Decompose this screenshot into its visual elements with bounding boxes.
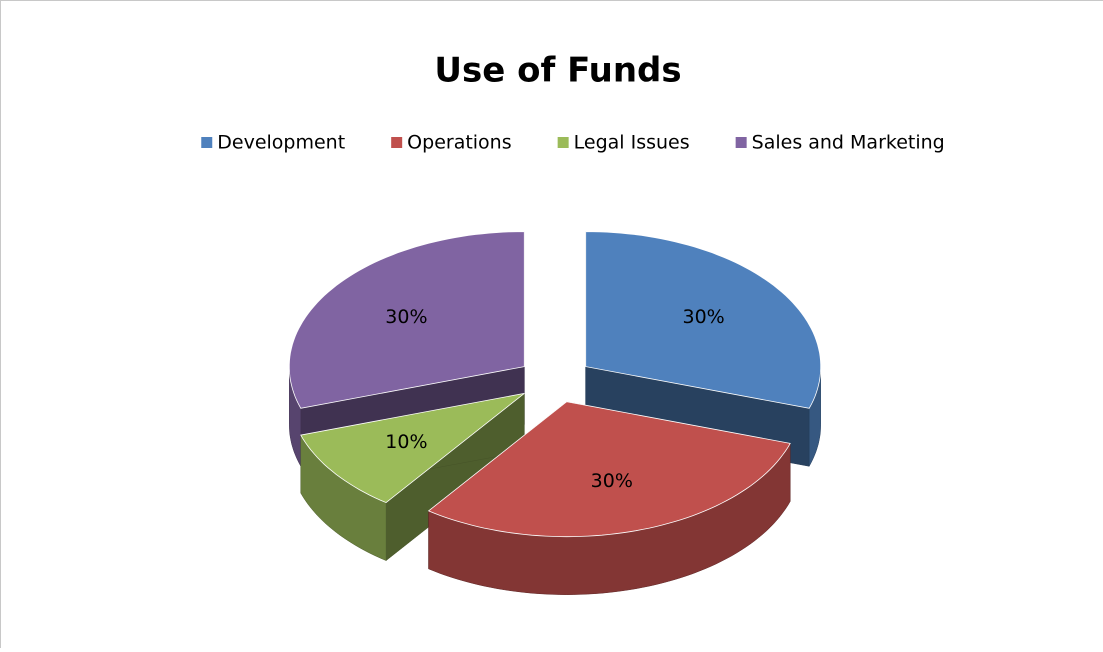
legend-label: Development [217, 132, 345, 154]
legend-swatch [201, 137, 212, 148]
data-label: 30% [385, 306, 427, 328]
legend-label: Sales and Marketing [752, 132, 945, 154]
legend-swatch [558, 137, 569, 148]
data-label: 10% [385, 431, 427, 453]
legend-label: Operations [407, 132, 511, 154]
data-label: 30% [591, 470, 633, 492]
chart-title: Use of Funds [434, 51, 681, 91]
legend-swatch [391, 137, 402, 148]
legend-swatch [736, 137, 747, 148]
data-label: 30% [682, 306, 724, 328]
legend-label: Legal Issues [574, 132, 690, 154]
